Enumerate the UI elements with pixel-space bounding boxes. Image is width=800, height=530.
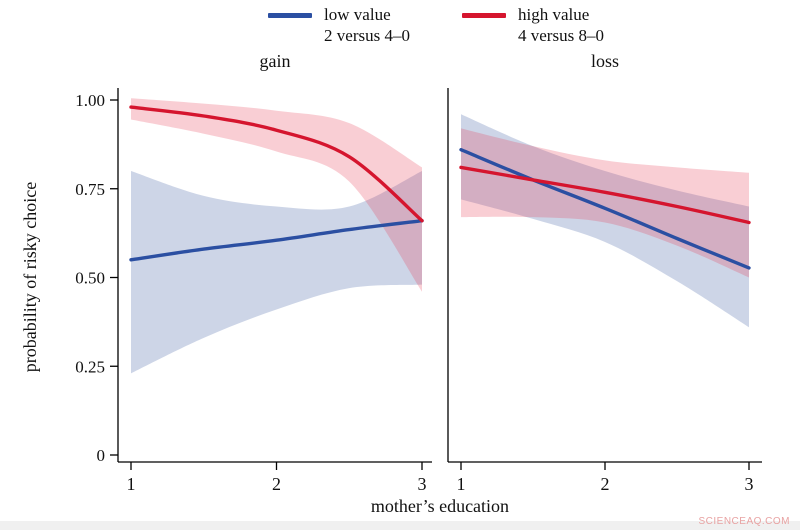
high-value-line-swatch	[462, 13, 506, 18]
confidence-band	[461, 114, 749, 328]
confidence-band	[131, 171, 422, 374]
x-tick-label: 3	[745, 474, 754, 494]
y-axis-label: probability of risky choice	[20, 182, 40, 372]
panel-title: loss	[591, 51, 619, 71]
panel-gain: 1 2 3 0 0.25 0.50 0.75 1.00 gain	[75, 51, 432, 494]
x-tick-label: 1	[127, 474, 136, 494]
low-value-line-swatch	[268, 13, 313, 18]
y-tick-label: 1.00	[75, 91, 105, 110]
legend-high-line1: high value	[518, 5, 590, 24]
legend-label-high-value: high value 4 versus 8–0	[518, 4, 604, 46]
legend-item-low-value: low value 2 versus 4–0	[268, 4, 410, 46]
legend-high-line2: 4 versus 8–0	[518, 26, 604, 46]
legend-low-line1: low value	[324, 5, 391, 24]
y-tick-label: 0	[97, 446, 106, 465]
x-tick-label: 1	[457, 474, 466, 494]
y-tick-label: 0.75	[75, 180, 105, 199]
legend-item-high-value: high value 4 versus 8–0	[462, 4, 604, 46]
x-axis-label: mother’s education	[371, 496, 509, 516]
confidence-band	[131, 98, 422, 292]
panel-loss: 1 2 3 loss	[447, 51, 762, 494]
confidence-band	[461, 128, 749, 278]
series-line	[129, 105, 424, 223]
series-line	[129, 219, 424, 262]
x-tick-label: 2	[272, 474, 281, 494]
legend-label-low-value: low value 2 versus 4–0	[324, 4, 410, 46]
y-tick-label: 0.50	[75, 269, 105, 288]
x-tick-label: 2	[601, 474, 610, 494]
series-line	[459, 148, 751, 270]
series-line	[459, 165, 751, 225]
legend-low-line2: 2 versus 4–0	[324, 26, 410, 46]
watermark: SCIENCEAQ.COM	[698, 516, 790, 527]
x-tick-label: 3	[418, 474, 427, 494]
legend: low value 2 versus 4–0 high value 4 versus…	[36, 4, 800, 46]
bottom-strip	[0, 521, 800, 530]
y-tick-label: 0.25	[75, 357, 105, 376]
panel-title: gain	[260, 51, 291, 71]
